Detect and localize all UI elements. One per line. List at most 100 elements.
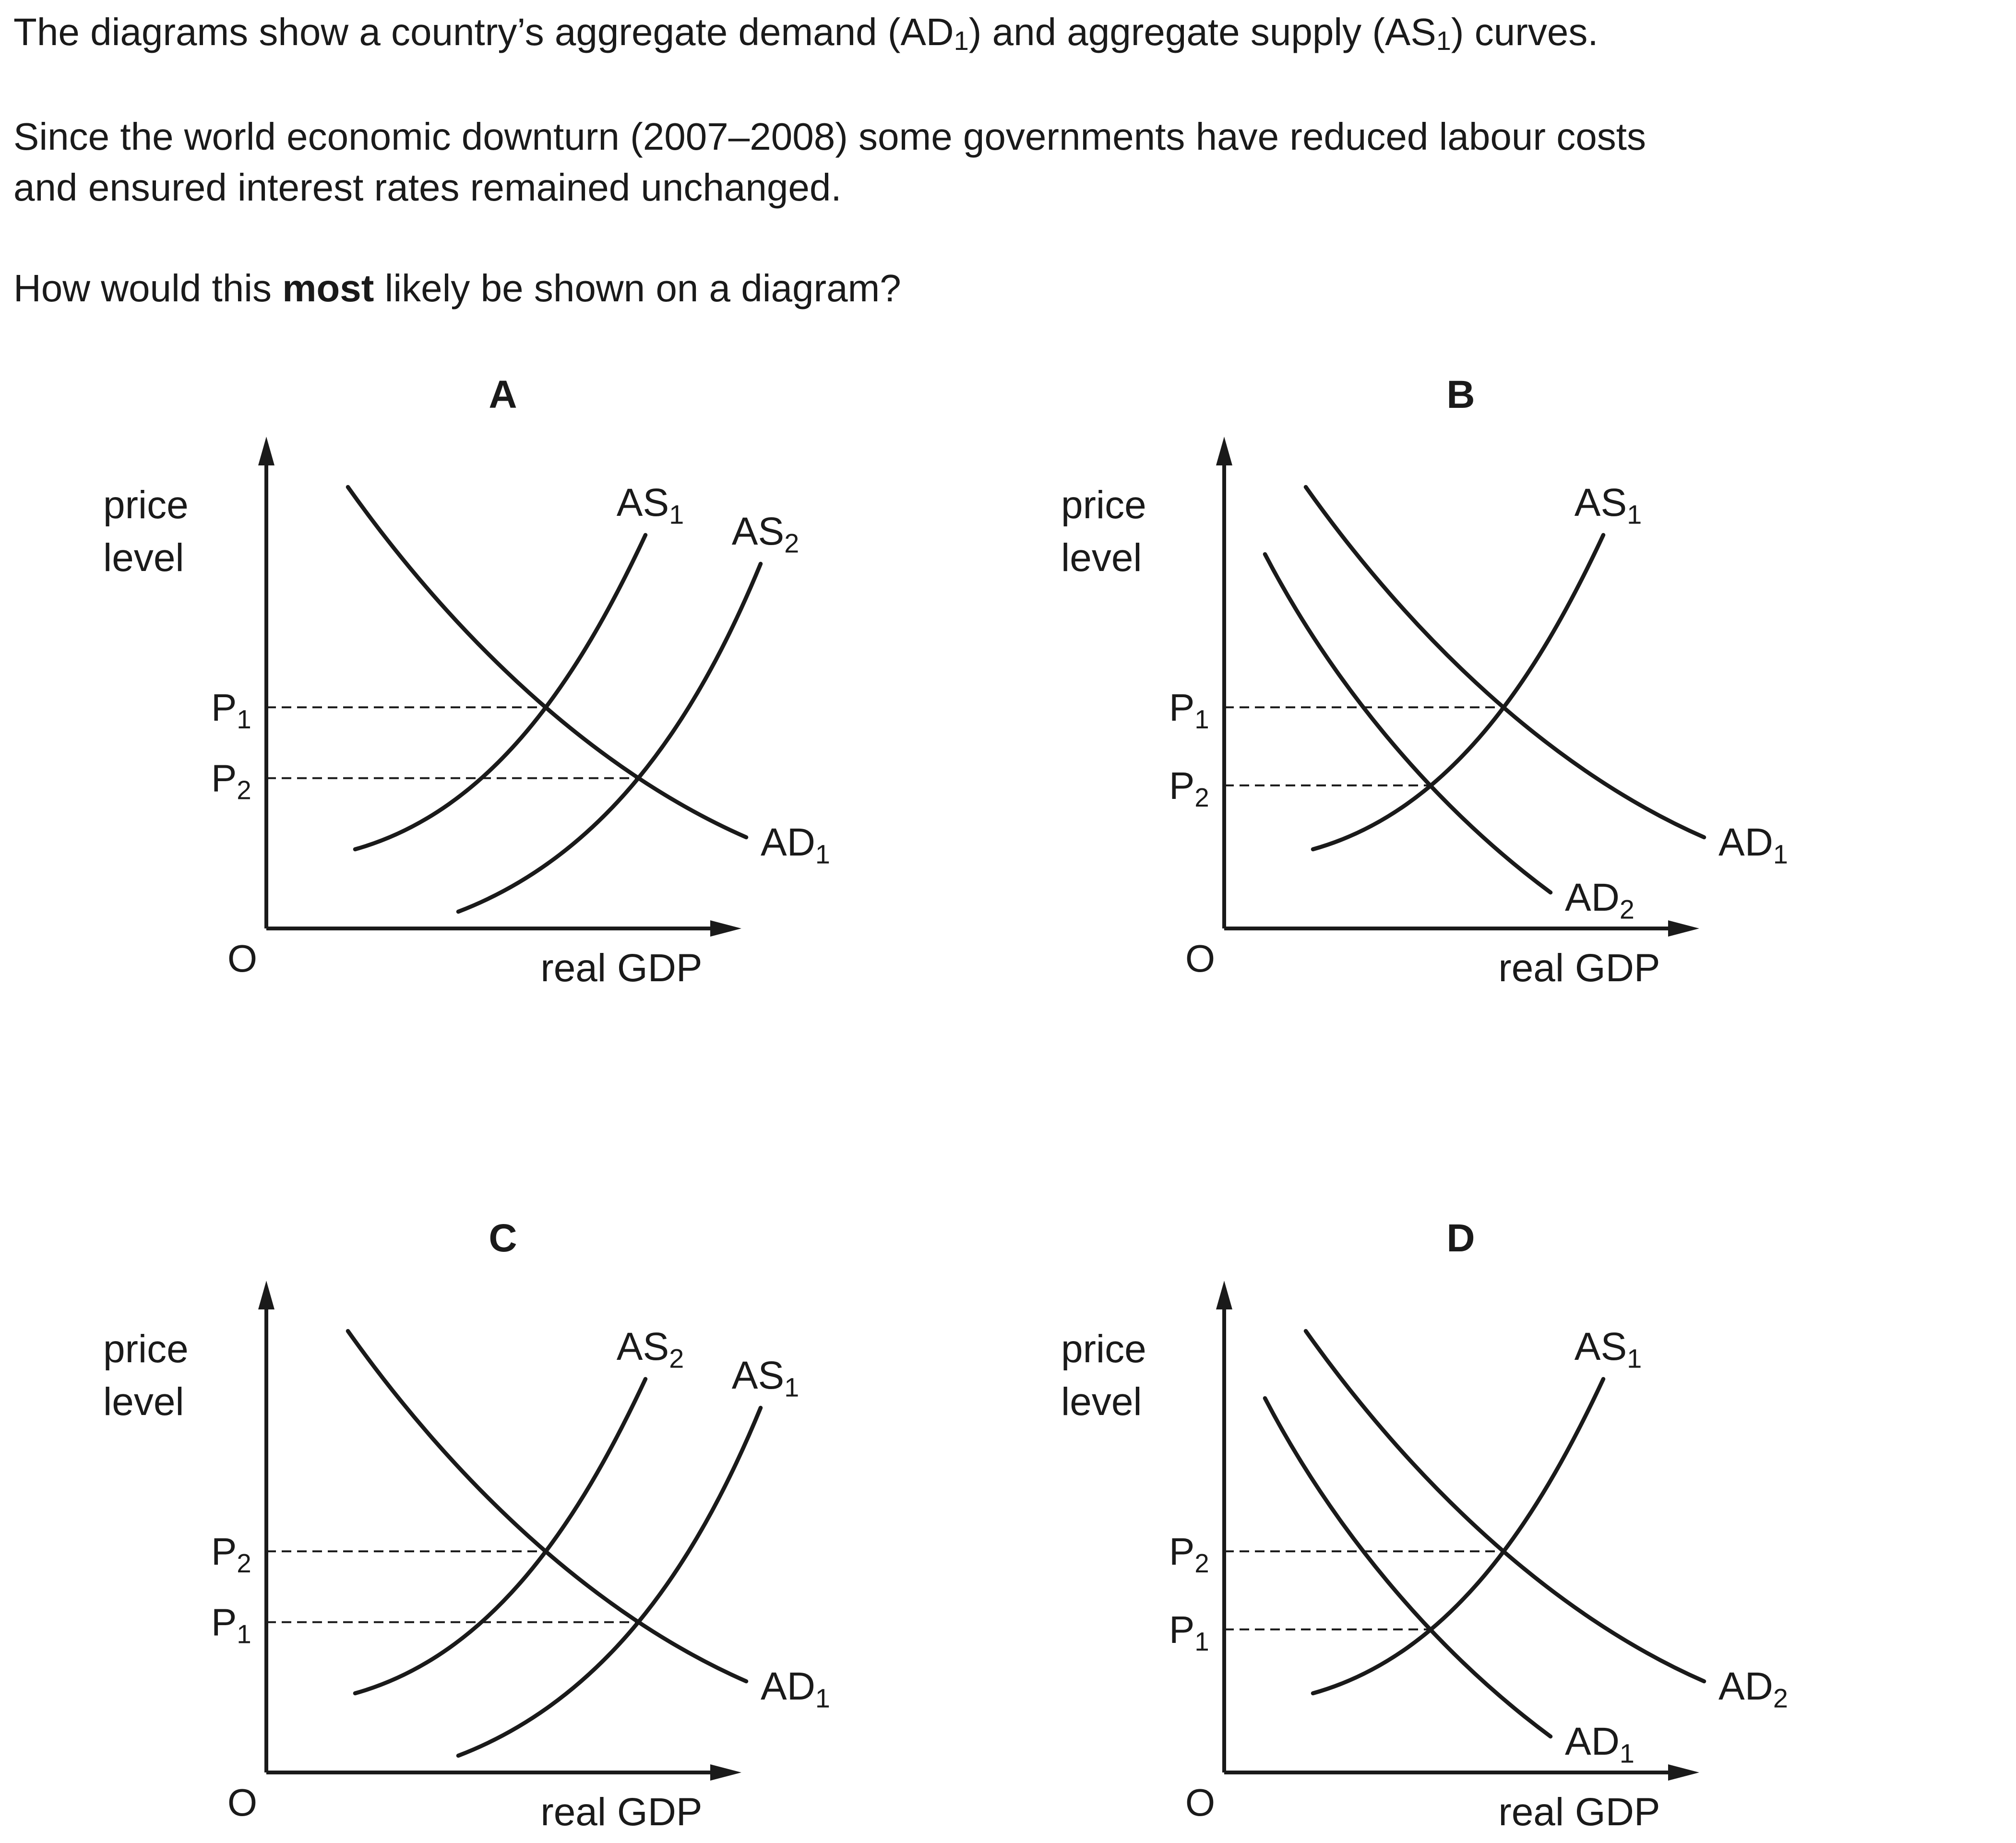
origin-label: O xyxy=(227,1781,257,1824)
question-context-line1: Since the world economic downturn (2007–… xyxy=(13,115,1646,158)
curve-ad1 xyxy=(1303,485,1706,840)
label-as1: AS1 xyxy=(1575,481,1642,529)
label-ad2: AD2 xyxy=(1565,876,1634,924)
x-axis-arrow xyxy=(1668,1764,1699,1781)
label-ad2-sub: 2 xyxy=(1773,1683,1788,1713)
y-axis-arrow xyxy=(258,1281,274,1309)
curve-ad2 xyxy=(1303,1329,1706,1684)
curve-ad2 xyxy=(1263,552,1553,895)
y-axis-label: price level xyxy=(1061,1327,1146,1424)
label-ad1: AD1 xyxy=(761,820,830,869)
label-ad1: AD1 xyxy=(1565,1720,1634,1768)
intro-sub-as: 1 xyxy=(1436,25,1451,56)
price-label-1-sub: 1 xyxy=(1194,705,1209,734)
y-axis-label-line2: level xyxy=(103,536,184,580)
prompt-emphasis: most xyxy=(282,267,374,309)
label-as1-base: AS xyxy=(732,1354,784,1397)
price-label-1-base: P xyxy=(1169,1530,1194,1573)
diagram-c-letter: C xyxy=(489,1216,517,1260)
label-ad1-base: AD xyxy=(1565,1720,1620,1763)
y-axis-arrow xyxy=(1216,1281,1232,1309)
label-ad2: AD2 xyxy=(1718,1665,1788,1713)
label-as1-base: AS xyxy=(1575,481,1627,524)
diagram-d-letter: D xyxy=(1446,1216,1475,1260)
label-ad2-sub: 2 xyxy=(1620,894,1634,924)
label-as2: AS2 xyxy=(617,1325,684,1373)
question-intro: The diagrams show a country’s aggregate … xyxy=(13,7,1598,58)
label-as2: AS2 xyxy=(732,510,799,558)
label-as2-base: AS xyxy=(732,510,784,553)
price-label-2-base: P xyxy=(1169,764,1194,807)
y-axis-label: price level xyxy=(1061,483,1146,580)
label-ad2-base: AD xyxy=(1565,876,1620,919)
prompt-text-b: likely be shown on a diagram? xyxy=(374,267,901,309)
price-label-2-sub: 1 xyxy=(237,1620,251,1649)
intro-text-c: ) curves. xyxy=(1451,11,1598,53)
price-label-2-sub: 2 xyxy=(1194,783,1209,812)
origin-label: O xyxy=(1185,1781,1215,1824)
intro-sub-ad: 1 xyxy=(954,25,969,56)
prompt-text-a: How would this xyxy=(13,267,283,309)
question-prompt: How would this most likely be shown on a… xyxy=(13,263,901,314)
price-label-1: P1 xyxy=(211,686,251,734)
question-context-line2: and ensured interest rates remained unch… xyxy=(13,166,842,209)
y-axis-label-line1: price xyxy=(103,1327,189,1371)
curve-as1 xyxy=(353,533,648,852)
curve-as1 xyxy=(1311,533,1606,852)
curve-ad1 xyxy=(346,485,749,840)
label-as1-sub: 1 xyxy=(1627,1344,1642,1373)
diagram-b-letter: B xyxy=(1446,373,1475,416)
price-label-2: P1 xyxy=(1169,1608,1209,1656)
x-axis-label: real GDP xyxy=(540,946,702,990)
label-ad1-sub: 1 xyxy=(1773,839,1788,869)
y-axis-label-line2: level xyxy=(1061,536,1142,580)
price-label-1: P2 xyxy=(1169,1530,1209,1578)
x-axis-label: real GDP xyxy=(540,1790,702,1834)
y-axis-label-line2: level xyxy=(103,1380,184,1424)
price-label-1-sub: 1 xyxy=(237,705,251,734)
x-axis-arrow xyxy=(1668,920,1699,937)
label-as1-sub: 1 xyxy=(669,499,684,529)
price-label-1: P2 xyxy=(211,1530,251,1578)
label-ad1-sub: 1 xyxy=(815,1683,830,1713)
price-label-2: P2 xyxy=(211,757,251,805)
price-label-2-base: P xyxy=(211,757,237,800)
label-as2-sub: 2 xyxy=(669,1344,684,1373)
price-label-1-base: P xyxy=(1169,686,1194,729)
x-axis-label: real GDP xyxy=(1498,1790,1660,1834)
curve-ad1 xyxy=(1263,1396,1553,1739)
y-axis-label-line1: price xyxy=(103,483,189,527)
price-label-1-base: P xyxy=(211,1530,237,1573)
price-label-2-base: P xyxy=(211,1601,237,1644)
price-label-2-sub: 2 xyxy=(237,776,251,805)
price-label-1-sub: 2 xyxy=(237,1549,251,1578)
label-ad1-sub: 1 xyxy=(815,839,830,869)
intro-text-a: The diagrams show a country’s aggregate … xyxy=(13,11,954,53)
y-axis-arrow xyxy=(1216,437,1232,465)
origin-label: O xyxy=(1185,937,1215,980)
y-axis-label-line2: level xyxy=(1061,1380,1142,1424)
curve-as2 xyxy=(353,1377,648,1696)
y-axis-label-line1: price xyxy=(1061,483,1146,527)
x-axis-arrow xyxy=(710,920,741,937)
intro-text-b: ) and aggregate supply (AS xyxy=(968,11,1436,53)
diagram-a-letter: A xyxy=(489,373,517,416)
price-label-1: P1 xyxy=(1169,686,1209,734)
label-ad1-base: AD xyxy=(761,820,815,864)
label-ad1: AD1 xyxy=(1718,820,1788,869)
label-as2-sub: 2 xyxy=(784,528,799,558)
y-axis-label-line1: price xyxy=(1061,1327,1146,1371)
label-ad1-base: AD xyxy=(1718,820,1773,864)
price-label-2: P2 xyxy=(1169,764,1209,812)
label-ad1-sub: 1 xyxy=(1620,1738,1634,1768)
label-ad1-base: AD xyxy=(761,1665,815,1708)
label-as1-base: AS xyxy=(617,481,669,524)
curve-as2 xyxy=(456,561,763,914)
label-as2-base: AS xyxy=(617,1325,669,1368)
price-label-2: P1 xyxy=(211,1601,251,1649)
label-as1: AS1 xyxy=(617,481,684,529)
y-axis-arrow xyxy=(258,437,274,465)
